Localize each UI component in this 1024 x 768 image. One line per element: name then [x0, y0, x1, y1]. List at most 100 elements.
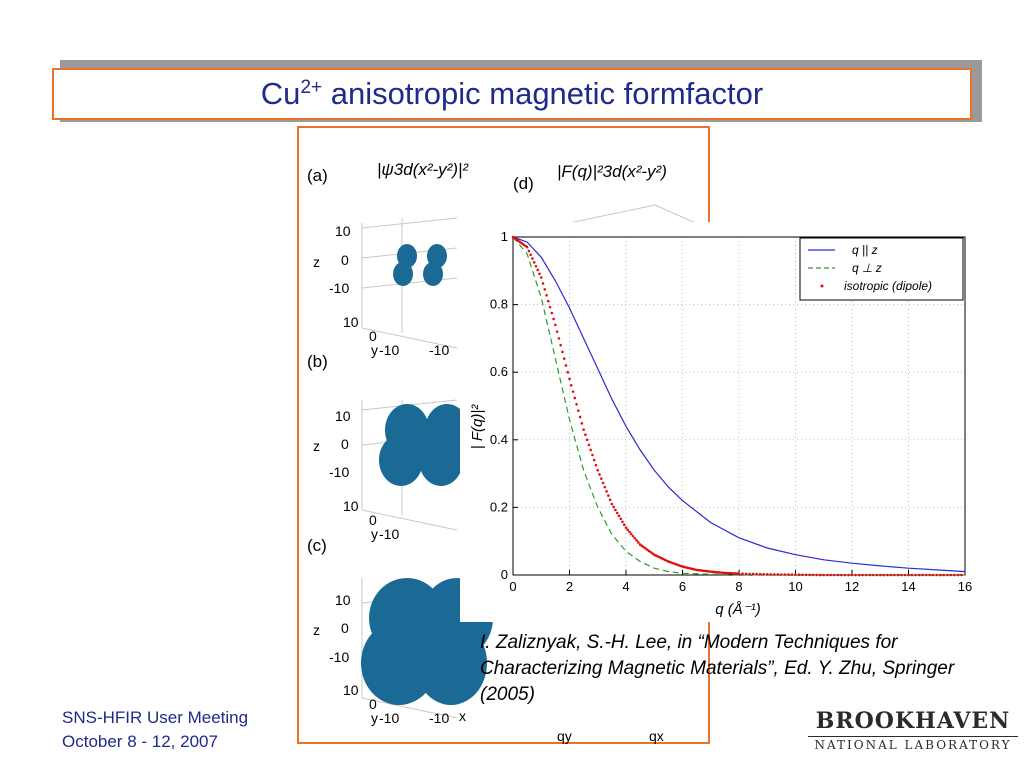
series-isotropic-dot — [861, 573, 864, 577]
y-tick-label: 0.8 — [490, 297, 508, 312]
series-isotropic-dot — [914, 573, 917, 577]
x-tick-label: 4 — [622, 579, 629, 594]
series-isotropic-dot — [631, 534, 635, 538]
series-isotropic-dot — [539, 276, 543, 279]
series-isotropic-dot — [744, 572, 748, 576]
series-isotropic-dot — [843, 573, 847, 577]
series-isotropic-dot — [615, 511, 619, 515]
y-tick-label: 1 — [501, 229, 508, 244]
series-isotropic-dot — [794, 573, 797, 576]
legend-label: q || z — [852, 243, 878, 257]
b-ytick-0: 0 — [369, 512, 377, 528]
a-ytick-10: 10 — [343, 314, 359, 330]
series-isotropic-dot — [741, 572, 744, 576]
title-rest: anisotropic magnetic formfactor — [322, 76, 764, 111]
series-q-perp-z-line — [512, 236, 965, 576]
series-isotropic-dot — [568, 377, 571, 381]
series-isotropic-dot — [942, 573, 946, 577]
series-isotropic-dot — [953, 573, 956, 577]
series-isotropic-dot — [762, 572, 766, 576]
panel-a-plot — [361, 217, 458, 349]
x-tick-label: 10 — [788, 579, 802, 594]
series-isotropic-dot — [525, 245, 529, 249]
series-isotropic-dot — [598, 473, 601, 476]
series-isotropic-dot — [531, 257, 534, 260]
series-isotropic-dot — [769, 573, 773, 576]
a-axis-y: y — [371, 342, 378, 358]
panel-a-orbital — [393, 244, 447, 286]
series-isotropic-dot — [580, 422, 584, 425]
series-isotropic-dot — [882, 573, 886, 577]
series-isotropic-dot — [561, 350, 564, 354]
b-tick-neg10: -10 — [329, 464, 350, 480]
b-axis-y: y — [371, 526, 378, 542]
brookhaven-logo: BROOKHAVEN NATIONAL LABORATORY — [808, 708, 1018, 752]
series-isotropic-dot — [589, 448, 592, 452]
slide-title: Cu2+ anisotropic magnetic formfactor — [261, 76, 763, 112]
series-isotropic-dot — [610, 502, 614, 506]
panel-b-orbital — [379, 404, 467, 486]
series-isotropic-dot — [573, 396, 577, 400]
a-xtick-neg10: -10 — [429, 342, 450, 358]
y-tick-label: 0.2 — [490, 499, 508, 514]
series-isotropic-dot — [946, 573, 949, 577]
series-isotropic-dot — [931, 573, 935, 577]
series-isotropic-dot — [559, 343, 562, 347]
x-tick-label: 14 — [901, 579, 915, 594]
series-isotropic-dot — [811, 573, 815, 577]
series-isotropic-dot — [804, 573, 808, 577]
series-isotropic-dot — [619, 517, 623, 521]
panel-c-plot — [361, 578, 493, 719]
series-isotropic-dot — [617, 514, 621, 518]
label-d: (d) — [513, 174, 534, 193]
series-isotropic-dot — [628, 530, 631, 534]
series-isotropic-dot — [547, 299, 550, 303]
series-isotropic-dot — [635, 539, 638, 542]
series-isotropic-dot — [534, 264, 538, 268]
series-isotropic-dot — [935, 573, 939, 577]
series-isotropic-dot — [776, 573, 780, 576]
a-tick-10: 10 — [335, 223, 351, 239]
header-F: |F(q)|²3d(x²-y²) — [557, 162, 667, 181]
c-axis-y: y — [371, 710, 378, 726]
series-isotropic-dot — [780, 573, 783, 576]
series-isotropic-dot — [603, 485, 607, 489]
b-tick-0: 0 — [341, 436, 349, 452]
series-isotropic-dot — [629, 532, 633, 536]
series-isotropic-dot — [857, 573, 861, 577]
series-isotropic-dot — [538, 272, 541, 276]
chart-ticks: 0 2 4 6 8 10 12 14 16 0 0.2 0.4 0.6 0.8 1 — [490, 229, 972, 594]
b-tick-10: 10 — [335, 408, 351, 424]
legend-label: isotropic (dipole) — [844, 279, 932, 293]
series-isotropic-dot — [910, 573, 914, 577]
a-tick-neg10: -10 — [329, 280, 350, 296]
series-isotropic-dot — [532, 261, 536, 264]
y-tick-label: 0 — [501, 567, 508, 582]
series-isotropic-dot — [836, 573, 840, 577]
series-isotropic-dot — [864, 573, 868, 577]
series-isotropic-dot — [529, 253, 532, 257]
citation: I. Zaliznyak, S.-H. Lee, in “Modern Tech… — [480, 632, 955, 705]
series-isotropic-dot — [755, 572, 758, 576]
series-isotropic-dot — [555, 330, 559, 333]
series-isotropic-dot — [801, 573, 804, 577]
d-axis-qx: qx — [649, 728, 664, 744]
c-tick-0: 0 — [341, 620, 349, 636]
logo-bottom-text: NATIONAL LABORATORY — [808, 736, 1018, 752]
c-tick-neg10: -10 — [329, 649, 350, 665]
series-isotropic-dot — [850, 573, 854, 577]
series-isotropic-dot — [599, 477, 603, 480]
series-isotropic-dot — [896, 573, 900, 577]
series-isotropic-dot — [818, 573, 822, 577]
series-isotropic-dot — [924, 573, 928, 577]
title-superscript: 2+ — [300, 77, 323, 98]
series-isotropic-dot — [594, 463, 598, 467]
series-isotropic-dot — [562, 357, 566, 360]
series-isotropic-dot — [748, 572, 751, 576]
label-b: (b) — [307, 352, 328, 371]
series-isotropic-dot — [907, 573, 910, 577]
series-isotropic-dot — [596, 468, 600, 472]
title-cu: Cu — [260, 76, 301, 111]
series-isotropic-dot — [921, 573, 924, 577]
series-isotropic-dot — [566, 370, 570, 374]
